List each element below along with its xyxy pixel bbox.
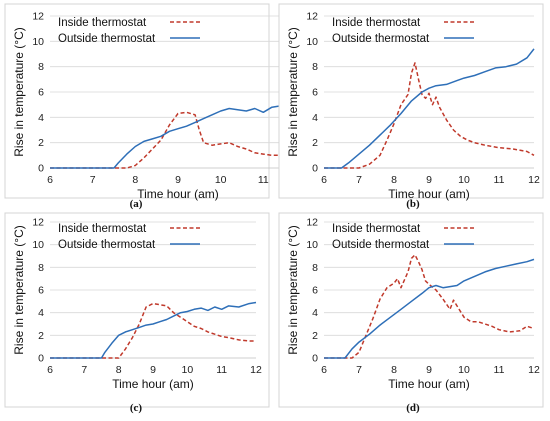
y-tick-label: 4 [312, 307, 318, 319]
panel-frame [278, 212, 544, 408]
x-axis-title: Time hour (am) [388, 187, 470, 201]
y-tick-label: 12 [32, 11, 44, 23]
y-tick-label: 6 [312, 285, 318, 297]
y-tick-label: 4 [38, 112, 44, 124]
x-tick-label: 11 [494, 364, 505, 376]
y-tick-label: 0 [38, 353, 44, 365]
chart-panel-c: 0 2 4 6 8 10 12 6 7 8 9 10 11 12 Time hour (am) Rise in… [4, 212, 270, 414]
series-line-inside [324, 254, 535, 359]
x-tick-label: 6 [47, 174, 53, 186]
legend-label: Outside thermostat [332, 239, 430, 251]
y-tick-label: 6 [312, 87, 318, 99]
x-axis-title: Time hour (am) [112, 377, 194, 391]
chart-panel-d: 0 2 4 6 8 10 12 6 7 8 9 10 11 12 Time hour (am) Rise in… [278, 212, 544, 414]
y-tick-label: 12 [306, 11, 318, 23]
series-line-inside [324, 62, 535, 169]
panel-label: (b) [406, 198, 420, 210]
y-axis-title: Rise in temperature (°C) [12, 27, 26, 157]
legend-label: Inside thermostat [332, 17, 421, 29]
series-line-outside [324, 258, 535, 359]
series-line-outside [324, 48, 535, 169]
y-tick-label: 10 [32, 36, 44, 48]
y-tick-label: 12 [32, 217, 44, 229]
x-tick-label: 12 [528, 174, 540, 186]
y-tick-label: 0 [38, 163, 44, 175]
y-tick-label: 12 [306, 217, 318, 229]
y-tick-label: 10 [306, 36, 318, 48]
panel-frame [4, 212, 270, 408]
x-tick-label: 11 [216, 364, 227, 376]
y-tick-label: 2 [38, 137, 44, 149]
legend-label: Outside thermostat [58, 239, 156, 251]
y-axis-title: Rise in temperature (°C) [286, 225, 300, 355]
x-tick-label: 12 [528, 364, 540, 376]
x-tick-label: 9 [426, 364, 432, 376]
x-tick-label: 8 [391, 174, 397, 186]
y-axis-title: Rise in temperature (°C) [286, 27, 300, 157]
legend-label: Inside thermostat [58, 17, 147, 29]
x-tick-label: 9 [150, 364, 156, 376]
panel-frame [4, 3, 270, 199]
y-tick-label: 0 [312, 163, 318, 175]
x-tick-label: 8 [132, 174, 138, 186]
x-tick-label: 9 [175, 174, 181, 186]
legend-label: Inside thermostat [332, 223, 421, 235]
x-tick-label: 10 [458, 174, 470, 186]
y-axis-title: Rise in temperature (°C) [12, 225, 26, 355]
series-line-outside [50, 301, 257, 359]
x-tick-label: 7 [90, 174, 96, 186]
x-tick-label: 11 [258, 174, 269, 186]
y-tick-label: 4 [38, 307, 44, 319]
x-tick-label: 11 [494, 174, 505, 186]
x-tick-label: 6 [321, 364, 327, 376]
chart-panel-b: 0 2 4 6 8 10 12 6 7 8 9 10 11 12 Time hour (am) Rise in… [278, 3, 544, 210]
panel-label: (a) [130, 198, 143, 210]
y-tick-label: 6 [38, 87, 44, 99]
y-tick-label: 2 [38, 330, 44, 342]
y-tick-label: 8 [312, 61, 318, 73]
y-tick-label: 8 [312, 262, 318, 274]
x-tick-label: 12 [250, 364, 262, 376]
series-line-inside [50, 111, 306, 169]
x-tick-label: 10 [215, 174, 227, 186]
panel-label: (d) [406, 402, 420, 414]
y-tick-label: 8 [38, 262, 44, 274]
y-tick-label: 4 [312, 112, 318, 124]
legend-label: Outside thermostat [58, 33, 156, 45]
legend-label: Outside thermostat [332, 33, 430, 45]
x-tick-label: 8 [116, 364, 122, 376]
x-axis-title: Time hour (am) [137, 187, 219, 201]
x-tick-label: 7 [81, 364, 87, 376]
x-tick-label: 10 [181, 364, 193, 376]
x-tick-label: 10 [458, 364, 470, 376]
y-tick-label: 6 [38, 285, 44, 297]
y-tick-label: 8 [38, 61, 44, 73]
y-tick-label: 2 [312, 330, 318, 342]
legend-label: Inside thermostat [58, 223, 147, 235]
y-tick-label: 10 [306, 239, 318, 251]
series-line-inside [50, 302, 256, 359]
x-tick-label: 6 [321, 174, 327, 186]
x-tick-label: 7 [356, 364, 362, 376]
x-tick-label: 7 [356, 174, 362, 186]
series-line-outside [50, 102, 306, 169]
panel-label: (c) [130, 402, 143, 414]
x-tick-label: 9 [426, 174, 432, 186]
x-axis-title: Time hour (am) [388, 377, 470, 391]
x-tick-label: 8 [391, 364, 397, 376]
y-tick-label: 2 [312, 137, 318, 149]
y-tick-label: 0 [312, 353, 318, 365]
x-tick-label: 6 [47, 364, 53, 376]
y-tick-label: 10 [32, 239, 44, 251]
